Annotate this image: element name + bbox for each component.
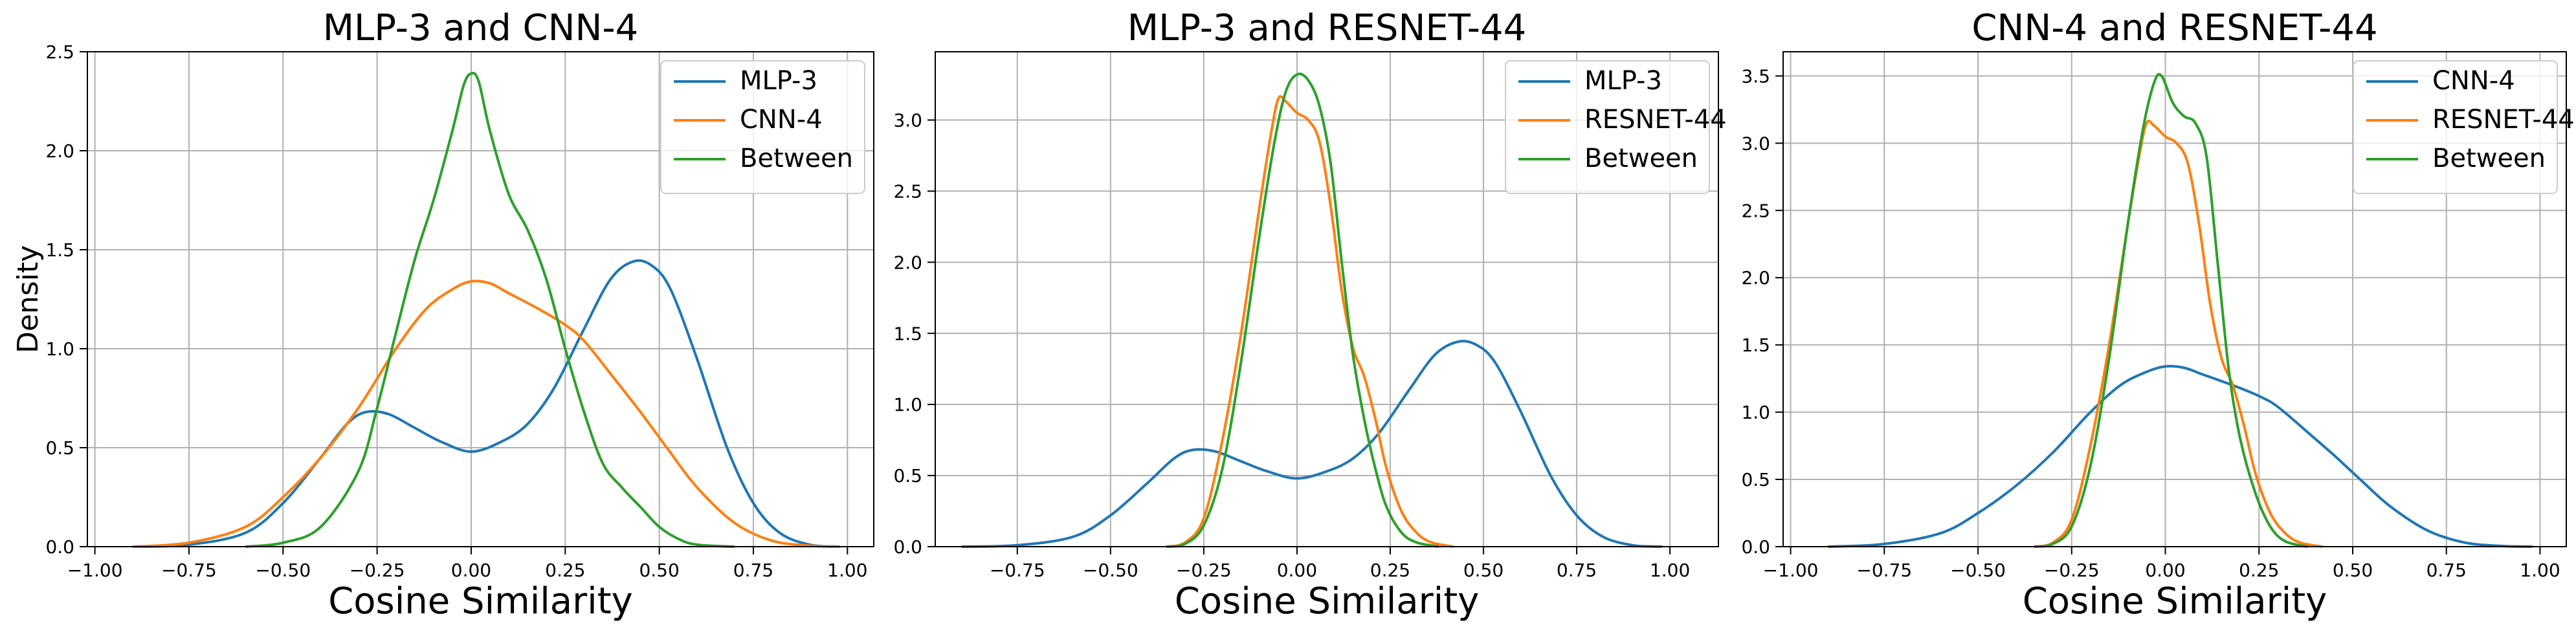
x-tick-label: −0.50	[255, 560, 311, 581]
y-tick-label: 2.0	[45, 140, 74, 162]
x-tick-label: −0.50	[1083, 560, 1138, 581]
plot-frame	[87, 51, 874, 547]
chart-title: MLP-3 and CNN-4	[323, 7, 639, 49]
x-tick-label: −0.75	[161, 560, 217, 581]
y-tick-label: 2.5	[893, 180, 922, 202]
x-tick-label: −1.00	[1763, 560, 1819, 581]
series-line-between	[1166, 72, 1439, 548]
x-tick-label: 0.00	[1277, 560, 1317, 581]
y-tick-label: 0.0	[893, 536, 922, 558]
legend-entry: Between	[2432, 144, 2546, 173]
legend-entry: CNN-4	[2432, 66, 2515, 96]
x-tick-label: 0.50	[2333, 560, 2373, 581]
x-tick-label: 0.50	[639, 560, 679, 581]
x-axis-label: Cosine Similarity	[328, 580, 633, 622]
x-tick-label: 1.00	[2520, 560, 2560, 581]
y-tick-label: 2.0	[1741, 267, 1770, 289]
y-tick-label: 1.5	[1741, 334, 1770, 356]
legend: MLP-3 RESNET-44 Between	[1505, 60, 1727, 194]
chart-panel-2: −0.75 −0.50 −0.25 0.00 0.25 0.50 0.75 1.00 0.0 0.…	[893, 7, 1726, 622]
y-tick-label: 0.5	[893, 465, 922, 486]
x-tick-label: 0.00	[451, 560, 491, 581]
y-tick-label: 0.0	[1741, 536, 1770, 558]
x-tick-label: −0.25	[1176, 560, 1232, 581]
y-tick-label: 0.5	[45, 437, 74, 459]
y-tick-label: 3.0	[1741, 133, 1770, 154]
series-line-resnet-44	[1166, 95, 1454, 548]
y-tick-label: 2.5	[1741, 200, 1770, 221]
chart-title: CNN-4 and RESNET-44	[1971, 7, 2377, 49]
plot-frame	[935, 51, 1719, 547]
x-tick-label: −1.00	[67, 560, 123, 581]
chart-panel-3: −1.00 −0.75 −0.50 −0.25 0.00 0.25 0.50 0.75 1.00…	[1741, 7, 2574, 622]
y-tick-label: 2.0	[893, 252, 922, 273]
y-tick-label: 0.0	[45, 536, 74, 558]
y-tick-label: 1.5	[893, 323, 922, 344]
x-axis-label: Cosine Similarity	[1175, 580, 1480, 622]
series-line-cnn-4	[132, 279, 840, 548]
legend-entry: RESNET-44	[1584, 105, 1727, 135]
x-tick-label: −0.25	[350, 560, 405, 581]
y-tick-label: 1.0	[893, 394, 922, 415]
x-tick-label: 0.50	[1463, 560, 1504, 581]
series-line-between	[2034, 72, 2308, 548]
y-tick-label: 1.5	[45, 239, 74, 261]
y-axis-label: Density	[12, 245, 45, 353]
legend: MLP-3 CNN-4 Between	[660, 60, 865, 194]
x-tick-label: 0.25	[545, 560, 585, 581]
series-line-cnn-4	[1828, 365, 2533, 548]
series-line-mlp-3	[961, 340, 1663, 548]
legend-entry: Between	[740, 144, 853, 173]
legend-entry: Between	[1584, 144, 1698, 173]
x-tick-label: 0.00	[2145, 560, 2185, 581]
legend: CNN-4 RESNET-44 Between	[2353, 60, 2575, 194]
legend-entry: RESNET-44	[2432, 105, 2575, 135]
x-tick-label: −0.50	[1950, 560, 2006, 581]
legend-entry: MLP-3	[740, 66, 817, 96]
x-tick-label: −0.25	[2044, 560, 2100, 581]
legend-entry: CNN-4	[740, 105, 823, 135]
plot-frame	[1782, 51, 2567, 547]
x-tick-label: −0.75	[1856, 560, 1912, 581]
y-tick-label: 1.0	[45, 338, 74, 360]
y-tick-label: 0.5	[1741, 469, 1770, 490]
chart-panel-1: −1.00 −0.75 −0.50 −0.25 0.00 0.25 0.50 0.75 1.00…	[12, 7, 874, 622]
x-tick-label: 1.00	[827, 560, 867, 581]
x-tick-label: −0.75	[990, 560, 1045, 581]
y-tick-label: 3.0	[893, 110, 922, 131]
legend-entry: MLP-3	[1584, 66, 1662, 96]
x-axis-label: Cosine Similarity	[2023, 580, 2327, 622]
series-line-mlp-3	[132, 259, 840, 548]
series-line-between	[245, 72, 735, 548]
x-tick-label: 0.75	[1557, 560, 1597, 581]
x-tick-label: 0.75	[733, 560, 773, 581]
x-tick-label: 0.25	[1370, 560, 1410, 581]
chart-title: MLP-3 and RESNET-44	[1127, 7, 1527, 49]
x-tick-label: 0.75	[2426, 560, 2467, 581]
y-tick-label: 1.0	[1741, 402, 1770, 423]
y-tick-label: 2.5	[45, 41, 74, 63]
x-tick-label: 1.00	[1650, 560, 1690, 581]
series-line-resnet-44	[2034, 119, 2324, 548]
y-tick-label: 3.5	[1741, 65, 1770, 87]
x-tick-label: 0.25	[2239, 560, 2279, 581]
